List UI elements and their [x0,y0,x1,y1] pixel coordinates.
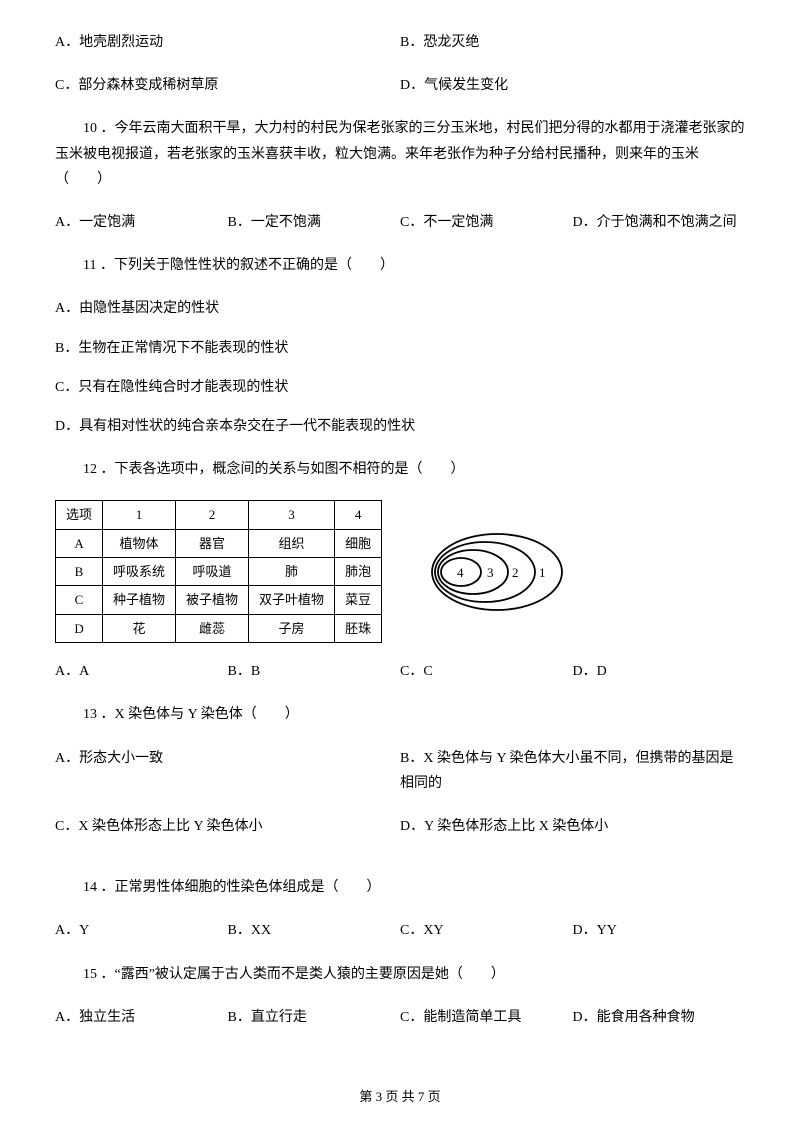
q12-option-a: A．A [55,659,228,684]
q14-text: 正常男性体细胞的性染色体组成是（ ） [115,880,381,895]
q11-option-c: C．只有在隐性纯合时才能表现的性状 [55,375,745,400]
td: 子房 [249,614,335,642]
q15-number: 15 ． [83,967,115,982]
td: 呼吸道 [176,558,249,586]
q9-option-b: B．恐龙灭绝 [400,30,745,55]
td: 器官 [176,529,249,557]
q13-option-d: D．Y 染色体形态上比 X 染色体小 [400,814,745,839]
venn-label-3: 3 [487,565,494,580]
q13-text: X 染色体与 Y 染色体（ ） [115,707,299,722]
th: 2 [176,501,249,529]
q12-stem: 12 ．下表各选项中，概念间的关系与如图不相符的是（ ） [55,457,745,482]
q10-option-c: C．不一定饱满 [400,210,573,235]
td: 雌蕊 [176,614,249,642]
td: B [56,558,103,586]
td: C [56,586,103,614]
table-row: B 呼吸系统 呼吸道 肺 肺泡 [56,558,382,586]
page-footer: 第 3 页 共 7 页 [0,1085,800,1108]
td: 植物体 [103,529,176,557]
td: 菜豆 [335,586,382,614]
th: 3 [249,501,335,529]
td: 肺 [249,558,335,586]
q13-number: 13 ． [83,707,115,722]
q14-option-b: B．XX [228,918,401,943]
q11-text: 下列关于隐性性状的叙述不正确的是（ ） [114,258,394,273]
q15-stem: 15 ．“露西”被认定属于古人类而不是类人猿的主要原因是她（ ） [55,962,745,987]
q11-option-a: A．由隐性基因决定的性状 [55,296,745,321]
q13-option-a: A．形态大小一致 [55,746,400,796]
q12-text: 下表各选项中，概念间的关系与如图不相符的是（ ） [115,462,465,477]
q12-options: A．A B．B C．C D．D [55,659,745,684]
q11-option-d: D．具有相对性状的纯合亲本杂交在子一代不能表现的性状 [55,414,745,439]
q10-text: 今年云南大面积干旱，大力村的村民为保老张家的三分玉米地，村民们把分得的水都用于浇… [55,121,745,186]
venn-label-1: 1 [539,565,546,580]
q13-option-c: C．X 染色体形态上比 Y 染色体小 [55,814,400,839]
q12-option-d: D．D [573,659,746,684]
td: 呼吸系统 [103,558,176,586]
th: 1 [103,501,176,529]
th: 选项 [56,501,103,529]
q12-option-c: C．C [400,659,573,684]
q14-stem: 14 ．正常男性体细胞的性染色体组成是（ ） [55,875,745,900]
q15-option-d: D．能食用各种食物 [573,1005,746,1030]
venn-diagram-icon: 4 3 2 1 [407,527,567,617]
q11-number: 11 ． [83,258,114,273]
q13-option-b: B．X 染色体与 Y 染色体大小虽不同，但携带的基因是相同的 [400,746,745,796]
q14-option-c: C．XY [400,918,573,943]
q9-options-row1: A．地壳剧烈运动 B．恐龙灭绝 [55,30,745,55]
q15-option-b: B．直立行走 [228,1005,401,1030]
q10-number: 10 ． [83,121,115,136]
q11-option-b: B．生物在正常情况下不能表现的性状 [55,336,745,361]
venn-label-4: 4 [457,565,464,580]
q12-table: 选项 1 2 3 4 A 植物体 器官 组织 细胞 B 呼吸系统 呼吸道 肺 肺… [55,500,382,643]
td: D [56,614,103,642]
q15-text: “露西”被认定属于古人类而不是类人猿的主要原因是她（ ） [115,967,505,982]
td: 被子植物 [176,586,249,614]
q12-number: 12 ． [83,462,115,477]
q15-options: A．独立生活 B．直立行走 C．能制造简单工具 D．能食用各种食物 [55,1005,745,1030]
td: 组织 [249,529,335,557]
q10-option-d: D．介于饱满和不饱满之间 [573,210,746,235]
td: 双子叶植物 [249,586,335,614]
table-header-row: 选项 1 2 3 4 [56,501,382,529]
q10-option-b: B．一定不饱满 [228,210,401,235]
venn-label-2: 2 [512,565,519,580]
td: 花 [103,614,176,642]
q9-options-row2: C．部分森林变成稀树草原 D．气候发生变化 [55,73,745,98]
q14-number: 14 ． [83,880,115,895]
table-row: C 种子植物 被子植物 双子叶植物 菜豆 [56,586,382,614]
td: A [56,529,103,557]
q10-stem: 10 ．今年云南大面积干旱，大力村的村民为保老张家的三分玉米地，村民们把分得的水… [55,116,745,192]
td: 细胞 [335,529,382,557]
q12-option-b: B．B [228,659,401,684]
q9-option-c: C．部分森林变成稀树草原 [55,73,400,98]
table-row: D 花 雌蕊 子房 胚珠 [56,614,382,642]
table-row: A 植物体 器官 组织 细胞 [56,529,382,557]
td: 胚珠 [335,614,382,642]
td: 种子植物 [103,586,176,614]
q15-option-a: A．独立生活 [55,1005,228,1030]
q12-table-diagram: 选项 1 2 3 4 A 植物体 器官 组织 细胞 B 呼吸系统 呼吸道 肺 肺… [55,500,745,643]
th: 4 [335,501,382,529]
q13-stem: 13 ．X 染色体与 Y 染色体（ ） [55,702,745,727]
q14-option-a: A．Y [55,918,228,943]
q15-option-c: C．能制造简单工具 [400,1005,573,1030]
q10-options: A．一定饱满 B．一定不饱满 C．不一定饱满 D．介于饱满和不饱满之间 [55,210,745,235]
q11-stem: 11 ．下列关于隐性性状的叙述不正确的是（ ） [55,253,745,278]
q14-options: A．Y B．XX C．XY D．YY [55,918,745,943]
td: 肺泡 [335,558,382,586]
q14-option-d: D．YY [573,918,746,943]
q9-option-a: A．地壳剧烈运动 [55,30,400,55]
q10-option-a: A．一定饱满 [55,210,228,235]
q13-options: A．形态大小一致 B．X 染色体与 Y 染色体大小虽不同，但携带的基因是相同的 … [55,746,745,858]
q9-option-d: D．气候发生变化 [400,73,745,98]
